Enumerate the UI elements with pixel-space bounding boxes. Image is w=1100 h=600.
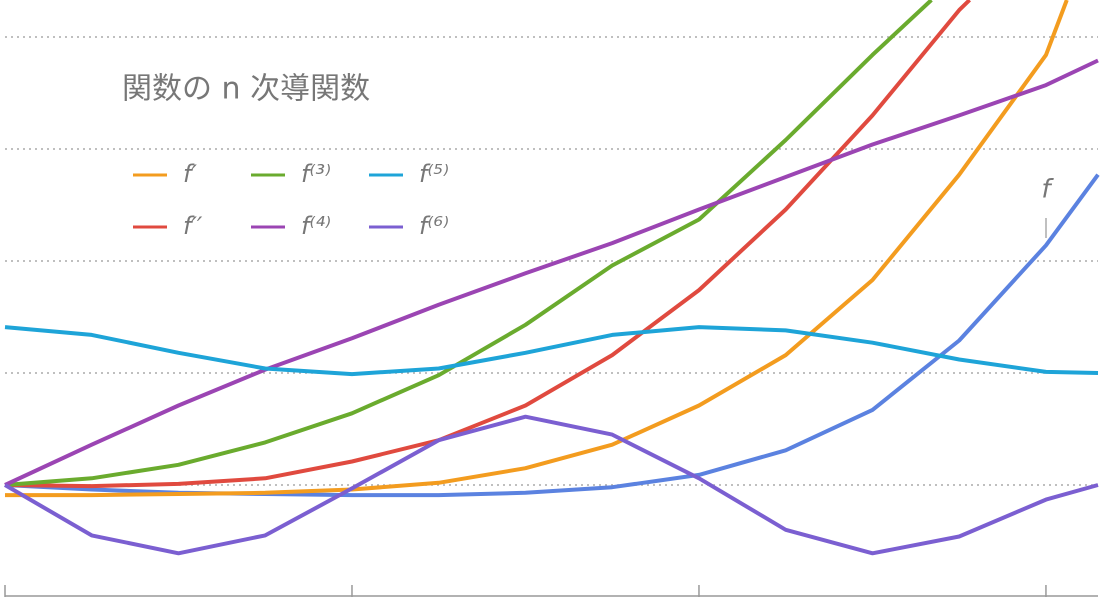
curve-label: f [1041, 175, 1054, 205]
legend-label: f′′ [183, 212, 203, 240]
chart-title: 関数の n 次導関数 [122, 72, 370, 107]
legend-label: f⁽⁵⁾ [419, 160, 449, 188]
curve [4, 0, 933, 487]
curve [3, 414, 1099, 556]
legend-label: f⁽⁴⁾ [301, 212, 331, 240]
curve [5, 0, 1069, 498]
legend-label: f⁽⁶⁾ [419, 212, 449, 240]
plot: f′ f′′ f⁽³⁾ f⁽⁴⁾ f⁽⁵⁾ f⁽⁶⁾ f [3, 0, 1100, 597]
legend-label: f′ [183, 160, 197, 188]
curve [4, 58, 1099, 487]
curve [4, 0, 971, 489]
curve [4, 325, 1099, 377]
curve [4, 173, 1100, 498]
legend-label: f⁽³⁾ [301, 160, 331, 188]
